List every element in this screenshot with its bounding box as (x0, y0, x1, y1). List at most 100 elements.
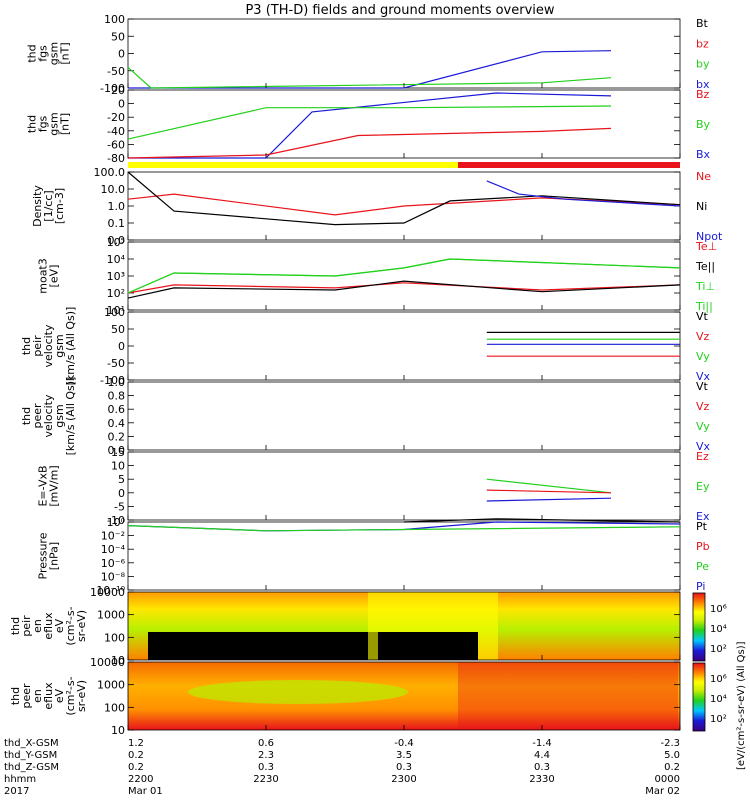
ylabel-line: peir (31, 335, 44, 357)
ylabel-line: fgs (37, 115, 50, 132)
ytick-label: 0.1 (108, 217, 126, 230)
ylabel-line: thd (26, 115, 39, 133)
colorbar-tick: 10² (710, 644, 727, 655)
ylabel-line: E=-VxB (37, 465, 50, 506)
series-Te|| (127, 280, 681, 299)
ylabel-line: velocity (42, 324, 55, 367)
legend-Vz: Vz (696, 330, 710, 343)
panel-frame (127, 521, 681, 591)
ylabel-line: [nPa] (48, 542, 61, 570)
spectrogram-feature (188, 680, 408, 704)
ytick-label: 10 (111, 460, 125, 473)
ylabel-line: thd (20, 407, 33, 425)
ylabel-line: peir (20, 615, 33, 637)
footer-value: -0.4 (394, 738, 414, 749)
footer-value: 2330 (529, 774, 554, 785)
series-Bx (128, 92, 612, 159)
footer-value: 0.2 (128, 762, 144, 773)
ytick-label: 10⁻⁸ (101, 570, 126, 583)
ytick-label: 50 (111, 323, 125, 336)
spectrogram-low-energy (378, 632, 478, 660)
ytick-label: 10⁻² (101, 530, 125, 543)
ylabel-line: [nT] (59, 113, 72, 135)
ytick-label: -60 (107, 138, 125, 151)
ytick-label: -10 (107, 514, 125, 527)
panel-frame (127, 89, 681, 159)
ylabel-line: thd (9, 617, 22, 635)
ytick-label: 100 (104, 701, 125, 714)
panel-peir-spec: 10000 1000 100 10 thdpeirenefluxeV(cm²-s-sr-… (9, 586, 681, 667)
series-by (127, 66, 612, 89)
legend-Ey: Ey (696, 480, 710, 493)
legend-Vy: Vy (696, 350, 710, 363)
ytick-label: 10¹ (107, 304, 125, 317)
ylabel-line: fgs (37, 45, 50, 62)
ytick-label: 10² (107, 287, 125, 300)
legend-Vz: Vz (696, 400, 710, 413)
ytick-label: 0.2 (108, 430, 126, 443)
ytick-label: -50 (107, 65, 125, 78)
ylabel-line: peer (31, 403, 44, 429)
spectrogram-region (458, 662, 678, 730)
colorbar-tick: 10⁴ (710, 624, 727, 635)
footer-value: 0000 (655, 774, 680, 785)
legend-Pi: Pi (696, 580, 705, 593)
colorbar-tick: 10⁶ (710, 604, 727, 615)
ytick-label: -40 (107, 125, 125, 138)
ylabel-line: sr-eV) (75, 610, 88, 642)
ytick-label: 0 (118, 340, 125, 353)
series-Ni (127, 171, 681, 226)
ylabel-line: en (31, 689, 44, 703)
series-Pt (403, 518, 681, 523)
ytick-label: 100 (104, 306, 125, 319)
series-By (127, 105, 612, 140)
panel-frame (127, 311, 681, 381)
series-Bz (127, 127, 612, 159)
series-Ex (486, 497, 612, 502)
ylabel-line: [cm-3] (53, 188, 66, 224)
ylabel: Density[1/cc][cm-3] (31, 185, 66, 227)
panel-temperature: 10⁵ 10⁴ 10³ 10² 10¹ moat3[eV] Te⊥ Te|| Ti⊥ Ti|| (37, 236, 718, 317)
ylabel-line: thd (20, 337, 33, 355)
ytick-label: -80 (107, 152, 125, 165)
ylabel-line: eflux (42, 612, 55, 640)
ylabel-line: [1/cc] (42, 190, 55, 221)
colorbar-label: [eV/(cm²-s-sr-eV) (All Qs)] (736, 641, 747, 770)
footer-row-label: thd_X-GSM (4, 738, 59, 749)
series-Ne (127, 193, 681, 216)
legend-bz: bz (696, 37, 709, 50)
panel-frame (127, 241, 681, 311)
ytick-label: 0.8 (108, 390, 126, 403)
footer-row-label: thd_Z-GSM (4, 762, 59, 773)
footer-value: 4.4 (534, 750, 550, 761)
footer-row-label: 2017 (4, 786, 29, 797)
series-Ez (486, 489, 612, 494)
ylabel-line: [eV] (48, 265, 61, 288)
panel-frame (127, 18, 681, 89)
legend-Pe: Pe (696, 560, 709, 573)
legend-Ne: Ne (696, 170, 711, 183)
ytick-label: 0.6 (108, 403, 126, 416)
ylabel: moat3[eV] (37, 258, 61, 294)
ylabel-line: moat3 (37, 258, 50, 294)
footer-row-label: thd_Y-GSM (4, 750, 57, 761)
legend-Bt: Bt (696, 17, 709, 30)
ytick-label: 10⁴ (107, 253, 126, 266)
ytick-label: 1000 (97, 679, 125, 692)
legend-Ni: Ni (696, 200, 707, 213)
footer-value: 0.3 (258, 762, 274, 773)
footer-value: -1.4 (532, 738, 552, 749)
footer-value: 2230 (253, 774, 278, 785)
mode-bar-fast (458, 162, 680, 168)
series-Ti|| (127, 258, 681, 294)
ylabel-line: [mV/m] (48, 465, 61, 506)
ylabel-line: thd (9, 687, 22, 705)
ytick-label: 0.0 (108, 234, 126, 247)
footer-value: 0.2 (664, 762, 680, 773)
ytick-label: 0 (118, 98, 125, 111)
